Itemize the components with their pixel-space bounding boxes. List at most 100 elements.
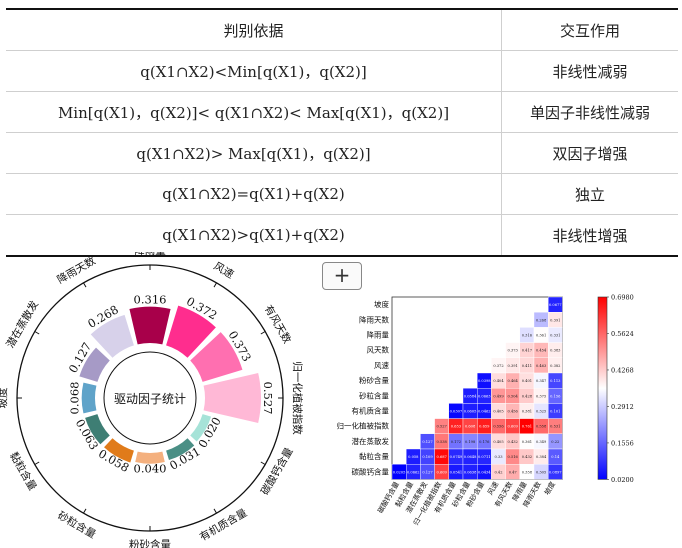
heatmap-row-label: 碳酸钙含量 [352,466,390,476]
heatmap-cell-value: 0.0749 [450,455,463,459]
radial-bar-6 [135,451,165,464]
heatmap-cell-value: 0.687 [437,455,448,459]
heatmap-cell-value: 0.401 [522,379,532,383]
heatmap-cell-value: 0.305 [536,470,547,474]
heatmap-cell-value: 0.127 [422,470,433,474]
heatmap-cell-value: 0.382 [550,364,560,368]
heatmap-cell-value: 0.428 [522,394,533,398]
heatmap-cell-value: 0.33 [494,455,503,459]
heatmap-cell-value: 0.349 [536,440,547,444]
colorbar-tick-label: 0.4268 [611,366,634,374]
heatmap-cell-value: 0.42 [494,470,502,474]
heatmap-cell-value: 0.527 [437,425,448,429]
heatmap-cell-value: 0.358 [522,470,533,474]
category-label: 黏粒含量 [7,450,40,493]
heatmap-col-label: 坡度 [542,480,557,497]
colorbar-tick-label: 0.0200 [611,476,634,484]
header-criterion: 判别依据 [6,8,502,51]
heatmap-cell-value: 0.268 [536,318,547,322]
colorbar-tick-label: 0.2912 [611,403,634,411]
heatmap-cell-value: 0.432 [522,455,532,459]
add-button[interactable]: + [322,262,362,290]
heatmap-cell-value: 0.0677 [549,303,562,307]
heatmap-cell-value: 0.0398 [478,379,491,383]
heatmap-row-label: 黏粒含量 [359,451,389,461]
heatmap-row-label: 降雨量 [367,330,390,340]
heatmap-cell-value: 0.113 [550,379,561,383]
radial-bar-1 [166,305,216,358]
heatmap-cell-value: 0.531 [550,425,560,429]
heatmap-cell-value: 0.372 [493,364,503,368]
heatmap-cell-value: 0.0434 [478,470,491,474]
ring-tick [213,508,217,514]
heatmap-row-label: 坡度 [374,299,389,309]
heatmap-cell-value: 0.127 [422,440,433,444]
heatmap-row-label: 降雨天数 [359,314,389,324]
heatmap-cell-value: 0.347 [536,379,547,383]
heatmap-cell-value: 0.463 [536,364,547,368]
row-interaction: 独立 [501,173,678,215]
radial-bar-3 [203,373,262,423]
driver-factor-radial-chart: 驱动因子统计0.316降雨量0.372风速0.373有风天数0.527归一化植被… [0,252,304,548]
heatmap-cell-value: 0.0307 [450,410,463,414]
heatmap-col-label: 风速 [486,480,500,496]
radial-bar-4 [190,414,212,442]
heatmap-cell-value: 0.373 [508,349,519,353]
heatmap-row-label: 粉砂含量 [359,375,389,385]
row-interaction: 单因子非线性减弱 [501,91,678,133]
category-label: 砂粒含量 [55,509,98,542]
row-interaction: 非线性减弱 [501,50,678,92]
heatmap-cell-value: 0.375 [536,394,547,398]
heatmap-cell-value: 0.381 [522,410,532,414]
ring-tick [34,331,40,335]
interaction-criteria-table: 判别依据 交互作用 q(X1∩X2)<Min[q(X1)，q(X2)] 非线性减… [6,8,678,257]
heatmap-cell-value: 0.156 [550,394,561,398]
heatmap-cell-value: 0.325 [536,410,547,414]
heatmap-cell-value: 0.109 [422,455,433,459]
heatmap-cell-value: 0.609 [508,425,519,429]
heatmap-cell-value: 0.172 [451,440,461,444]
radial-bar-9 [81,382,97,414]
heatmap-cell-value: 0.384 [536,455,547,459]
heatmap-cell-value: 0.659 [479,425,490,429]
ring-tick [260,331,266,335]
heatmap-cell-value: 0.464 [508,379,519,383]
heatmap-row-label: 砂粒含量 [359,390,389,400]
radial-bar-2 [190,332,243,382]
category-label: 风速 [211,260,236,281]
heatmap-cell-value: 0.609 [437,470,448,474]
row-interaction: 非线性增强 [501,214,678,257]
bar-value-label: 0.068 [68,382,82,415]
radial-bar-10 [79,347,110,382]
bar-value-label: 0.527 [261,382,275,415]
heatmap-cell-value: 0.405 [493,410,504,414]
colorbar-tick-label: 0.5624 [611,330,634,338]
heatmap-cell-value: 0.14 [551,455,560,459]
heatmap-cell-value: 0.391 [550,318,560,322]
category-label: 潜在蒸散发 [4,298,42,350]
row-criterion: q(X1∩X2)=q(X1)+q(X2) [6,173,502,215]
heatmap-cell-value: 0.0897 [549,470,562,474]
category-label: 有风天数 [262,303,295,346]
ring-tick [83,282,87,288]
heatmap-cell-value: 0.361 [536,334,546,338]
heatmap-col-label: 碳酸钙含量 [376,480,401,515]
heatmap-cell-value: 0.47 [509,470,518,474]
heatmap-cell-value: 0.0205 [393,470,406,474]
radial-bar-11 [90,314,134,358]
heatmap-row-label: 有机质含量 [352,406,390,416]
heatmap-cell-value: 0.176 [479,440,490,444]
ring-tick [34,461,40,465]
heatmap-row-label: 风天数 [367,345,390,355]
category-label: 归一化植被指数 [291,361,304,435]
heatmap-cell [547,463,563,480]
heatmap-cell-value: 0.516 [508,455,519,459]
bar-value-label: 0.040 [134,462,167,476]
heatmap-row-label: 风速 [374,361,389,370]
colorbar [597,296,608,480]
heatmap-cell-value: 0.404 [493,379,504,383]
heatmap-cell-value: 0.0584 [464,394,477,398]
category-label: 坡度 [0,387,9,408]
heatmap-cell-value: 0.0462 [478,410,491,414]
